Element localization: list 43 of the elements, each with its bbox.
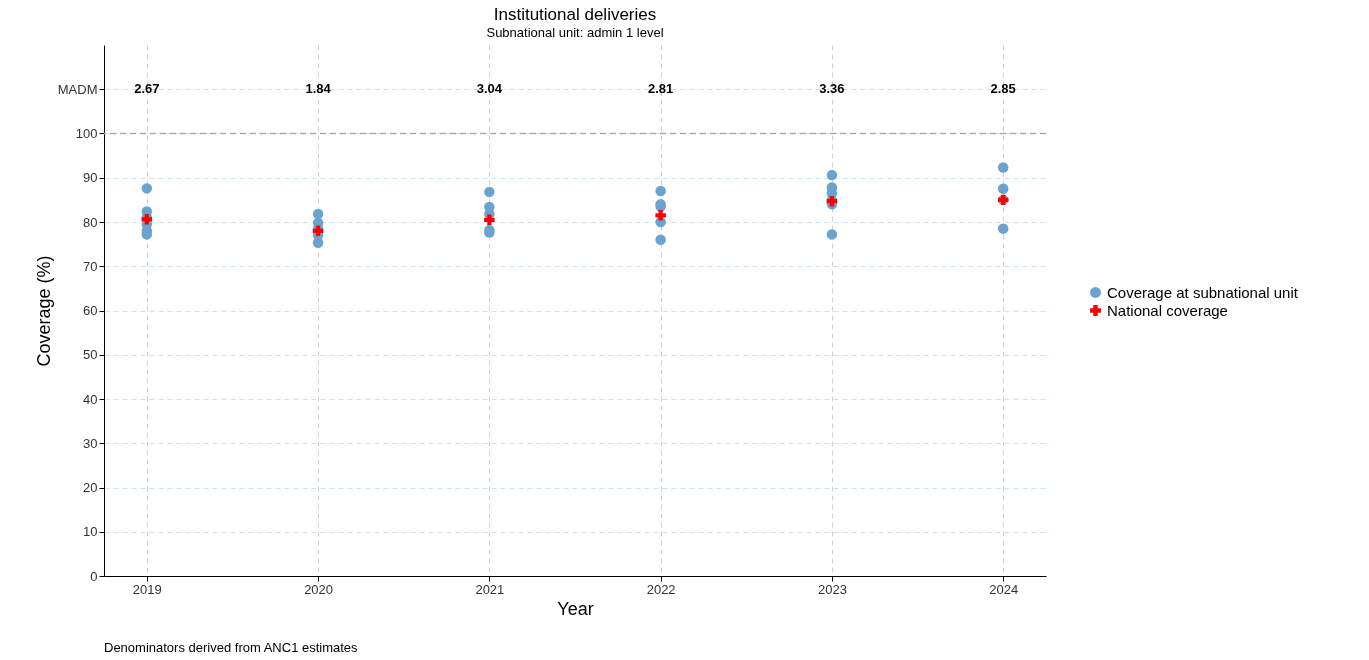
point <box>826 229 838 240</box>
x-tick-label: 2020 <box>304 581 334 597</box>
y-tick-label: 20 <box>83 480 98 495</box>
point <box>484 186 495 198</box>
legend-label: Coverage at subnational unit <box>1107 283 1299 301</box>
annotation: 2.67 <box>134 81 160 97</box>
y-tick-label: MADM <box>57 81 98 97</box>
annotation: 1.84 <box>305 81 332 97</box>
point <box>655 185 666 197</box>
x-tick-label: 2022 <box>646 581 676 597</box>
point <box>997 183 1009 195</box>
y-tick-label: 80 <box>83 214 98 230</box>
y-tick-label: 0 <box>90 568 98 584</box>
point <box>141 183 153 194</box>
annotation: 3.04 <box>476 81 503 97</box>
point <box>655 210 666 221</box>
y-tick-label: 70 <box>83 258 98 274</box>
point <box>312 208 324 220</box>
x-tick-label: 2024 <box>989 581 1019 597</box>
x-tick-label: 2021 <box>475 581 505 597</box>
annotation: 3.36 <box>819 81 845 97</box>
x-axis-title: Year <box>557 598 594 619</box>
y-tick-label: 10 <box>83 524 98 540</box>
y-tick-label: 60 <box>83 303 98 318</box>
x-tick-label: 2023 <box>817 581 847 597</box>
y-tick-label: 50 <box>83 347 98 363</box>
y-tick-label: 90 <box>83 170 98 186</box>
y-axis-title: Coverage (%) <box>33 255 54 367</box>
x-tick-label: 2019 <box>132 581 162 597</box>
y-tick-label: 40 <box>83 391 98 407</box>
annotation: 2.81 <box>647 81 674 97</box>
y-tick-label: 100 <box>75 126 98 141</box>
y-tick-label: 30 <box>83 435 98 451</box>
point <box>997 162 1009 173</box>
chart-subtitle: Subnational unit: admin 1 level <box>486 25 664 40</box>
point <box>484 214 495 226</box>
chart-title: Institutional deliveries <box>493 5 657 24</box>
point <box>655 234 666 245</box>
point <box>826 169 838 181</box>
legend-label: National coverage <box>1107 301 1228 319</box>
annotation: 2.85 <box>990 81 1016 97</box>
point <box>997 223 1009 234</box>
text: Denominators derived from ANC1 estimates <box>104 640 358 655</box>
